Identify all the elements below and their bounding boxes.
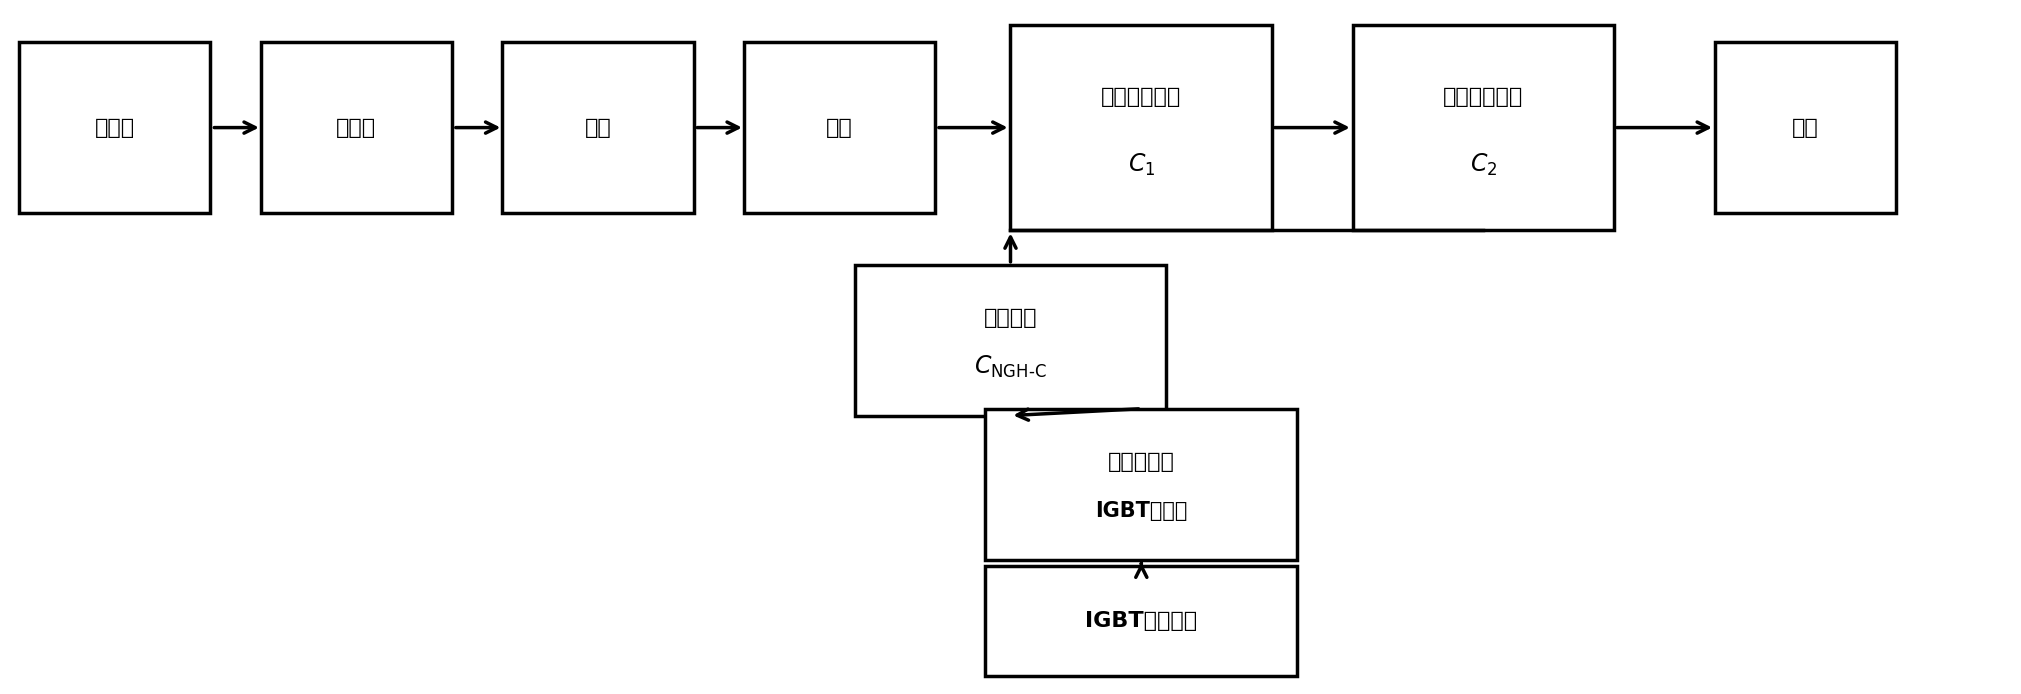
Text: 变压器: 变压器 xyxy=(335,117,376,137)
Text: 串联电容: 串联电容 xyxy=(984,307,1037,328)
Bar xyxy=(1352,25,1615,230)
Text: 反向并联的: 反向并联的 xyxy=(1108,452,1174,471)
Text: $C_2$: $C_2$ xyxy=(1469,151,1498,178)
Bar xyxy=(1010,25,1271,230)
Text: 电网: 电网 xyxy=(1793,117,1819,137)
Text: $C_1$: $C_1$ xyxy=(1128,151,1156,178)
Text: $C_{\mathrm{NGH\text{-}C}}$: $C_{\mathrm{NGH\text{-}C}}$ xyxy=(974,354,1047,380)
Text: IGBT控制单元: IGBT控制单元 xyxy=(1085,611,1196,632)
Bar xyxy=(261,42,453,213)
Bar xyxy=(744,42,936,213)
Text: 电阻: 电阻 xyxy=(827,117,853,137)
Text: 电网等效电容: 电网等效电容 xyxy=(1443,87,1524,107)
Bar xyxy=(20,42,210,213)
Bar xyxy=(986,409,1297,559)
Text: IGBT逆变器: IGBT逆变器 xyxy=(1095,501,1188,521)
Bar xyxy=(1716,42,1896,213)
Bar xyxy=(503,42,693,213)
Text: 串联补偿电容: 串联补偿电容 xyxy=(1101,87,1182,107)
Bar xyxy=(855,264,1166,416)
Bar xyxy=(986,566,1297,676)
Text: 发电机: 发电机 xyxy=(95,117,135,137)
Text: 电感: 电感 xyxy=(584,117,610,137)
